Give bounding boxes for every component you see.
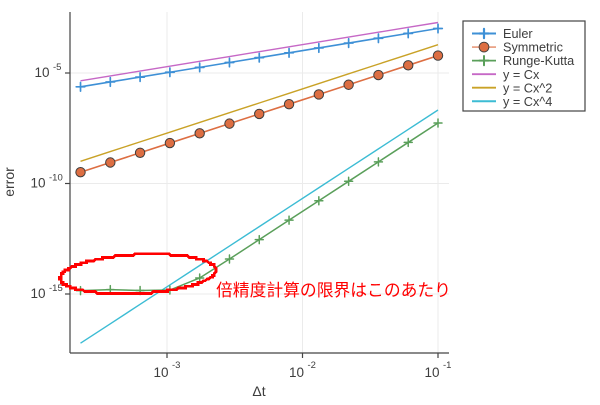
svg-text:Runge-Kutta: Runge-Kutta [503, 54, 575, 68]
svg-text:-2: -2 [308, 360, 316, 371]
svg-text:10: 10 [289, 365, 304, 380]
svg-text:y = Cx^4: y = Cx^4 [503, 95, 552, 109]
svg-text:-1: -1 [443, 360, 451, 371]
svg-text:10: 10 [34, 65, 49, 80]
svg-text:-15: -15 [49, 283, 63, 294]
svg-text:-5: -5 [53, 62, 61, 73]
svg-text:y = Cx: y = Cx [503, 68, 540, 82]
svg-text:Δt: Δt [252, 383, 265, 399]
svg-text:-10: -10 [49, 173, 63, 184]
svg-text:Euler: Euler [503, 27, 533, 41]
svg-text:Symmetric: Symmetric [503, 41, 564, 55]
svg-text:10: 10 [424, 365, 439, 380]
svg-text:y = Cx^2: y = Cx^2 [503, 81, 552, 95]
svg-text:倍精度計算の限界はこのあたり: 倍精度計算の限界はこのあたり [216, 281, 451, 300]
svg-text:-3: -3 [172, 360, 180, 371]
svg-text:error: error [1, 167, 17, 197]
svg-text:10: 10 [30, 286, 45, 301]
svg-text:10: 10 [153, 365, 168, 380]
svg-text:10: 10 [30, 176, 45, 191]
